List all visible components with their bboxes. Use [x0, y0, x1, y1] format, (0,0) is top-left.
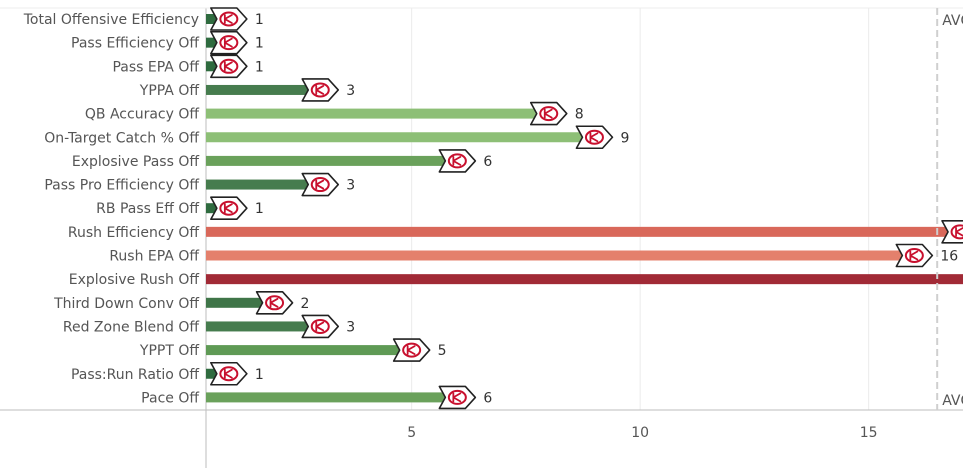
bar-value-label: 3 [346, 178, 355, 194]
category-label: Third Down Conv Off [53, 296, 199, 312]
category-label: On-Target Catch % Off [44, 130, 199, 146]
category-label: YPPA Off [139, 83, 200, 99]
category-label: Pace Off [141, 390, 199, 406]
category-label: Rush EPA Off [109, 249, 199, 265]
category-label: YPPT Off [139, 343, 199, 359]
category-label: Explosive Pass Off [72, 154, 199, 170]
arrowhead-logo-icon [255, 290, 294, 315]
avg-label-top: AVG [942, 13, 963, 29]
category-label: RB Pass Eff Off [96, 201, 199, 217]
bar [206, 108, 549, 119]
bar [206, 297, 275, 308]
bar-value-label: 6 [483, 390, 492, 406]
bar [206, 84, 321, 95]
bar-value-label: 1 [255, 201, 264, 217]
arrowhead-logo-icon [210, 361, 248, 386]
bar [206, 345, 412, 356]
category-label: Pass Efficiency Off [71, 36, 199, 52]
bar-value-label: 1 [255, 36, 264, 52]
bar [206, 274, 963, 285]
bar-value-label: 3 [346, 319, 355, 335]
bar-value-label: 5 [438, 343, 447, 359]
category-label: Pass EPA Off [112, 59, 199, 75]
bar-value-label: 3 [346, 83, 355, 99]
arrowhead-logo-icon [301, 314, 340, 339]
avg-label-bottom: AVG [942, 393, 963, 409]
arrowhead-logo-icon [392, 338, 431, 362]
category-label: Pass:Run Ratio Off [71, 367, 199, 383]
arrowhead-logo-icon [210, 54, 248, 79]
x-tick-label-15: 15 [860, 425, 878, 441]
bar-value-label: 8 [575, 107, 584, 123]
bar [206, 155, 458, 166]
bar [206, 392, 458, 403]
bar-value-label: 1 [255, 12, 264, 28]
arrowhead-logo-icon [575, 125, 614, 150]
bar-value-label: 6 [483, 154, 492, 170]
bar-value-label: 1 [255, 367, 264, 383]
bar [206, 321, 321, 332]
bar [206, 250, 915, 261]
category-label: Total Offensive Efficiency [23, 12, 199, 28]
category-label: Pass Pro Efficiency Off [44, 178, 199, 194]
arrowhead-logo-icon [438, 385, 477, 410]
arrowhead-logo-icon [895, 243, 934, 268]
arrowhead-logo-icon [301, 172, 340, 197]
bar [206, 226, 961, 237]
bar-value-label: 9 [620, 130, 629, 146]
category-label: Rush Efficiency Off [68, 225, 199, 241]
arrowhead-logo-icon [210, 30, 248, 55]
category-label: QB Accuracy Off [85, 107, 199, 123]
bar [206, 132, 595, 143]
arrowhead-logo-icon [529, 101, 568, 126]
arrowhead-logo-icon [210, 196, 248, 220]
category-label: Explosive Rush Off [69, 272, 200, 288]
bar [206, 179, 321, 190]
arrowhead-logo-icon [301, 78, 340, 102]
arrowhead-logo-icon [438, 149, 477, 173]
bar-value-label: 1 [255, 59, 264, 75]
bar-value-label: 16 [940, 249, 958, 265]
bar-value-label: 2 [301, 296, 310, 312]
x-tick-label-10: 10 [631, 425, 649, 441]
arrowhead-logo-icon [941, 220, 963, 244]
category-label: Red Zone Blend Off [63, 319, 199, 335]
arrowhead-logo-icon [210, 7, 248, 31]
x-tick-label-5: 5 [407, 425, 416, 441]
